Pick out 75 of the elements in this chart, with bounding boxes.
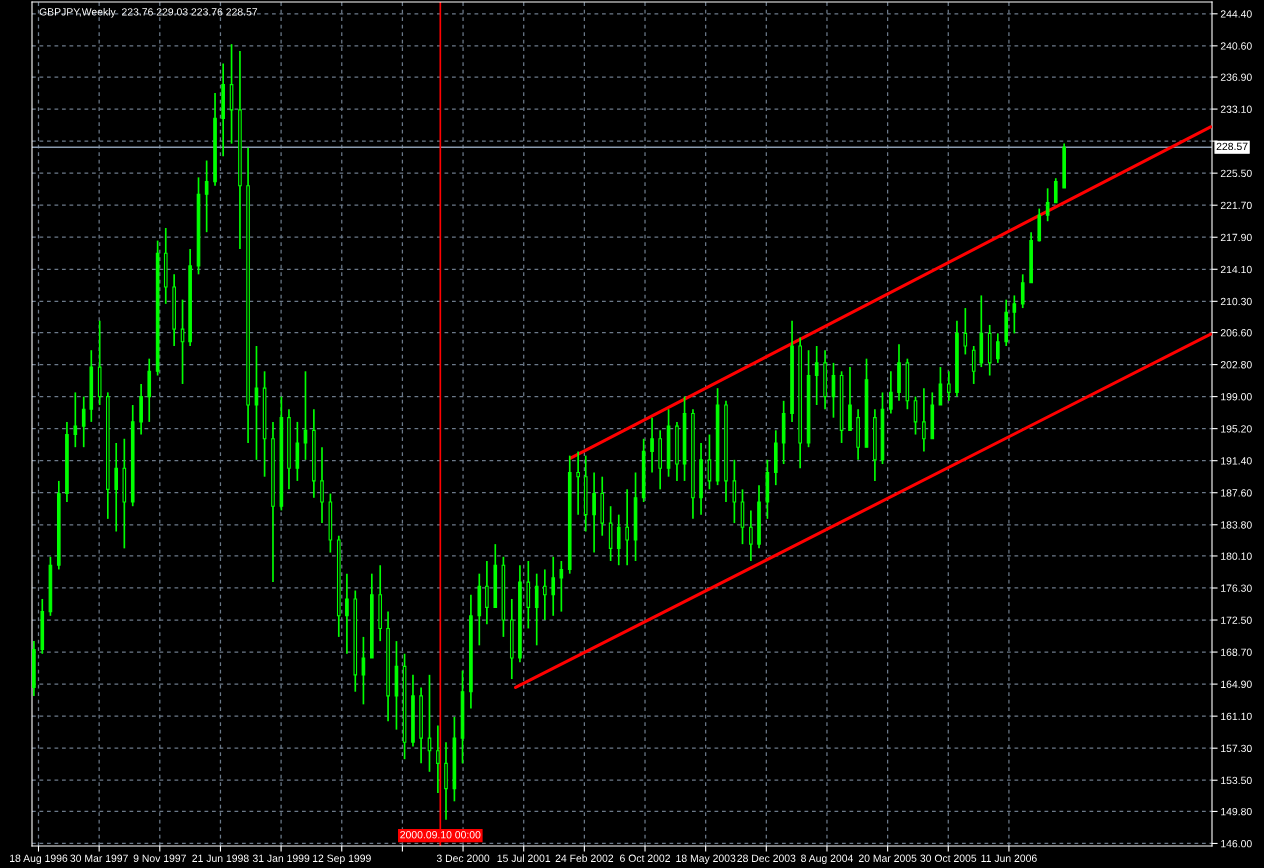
y-tick-label: 168.70 [1221, 648, 1252, 656]
y-tick-label: 153.50 [1221, 776, 1252, 785]
candlestick [114, 442, 119, 533]
candlestick [1020, 273, 1025, 309]
candlestick [749, 509, 753, 562]
y-tick-label: 210.30 [1220, 297, 1252, 306]
y-tick-label: 199.00 [1221, 393, 1252, 401]
y-tick-label: 180.10 [1221, 552, 1252, 560]
y-tick-label: 217.90 [1220, 233, 1252, 242]
candlestick [534, 572, 539, 647]
x-tick-label: 28 Dec 2003 [737, 854, 796, 862]
y-tick-label: 233.10 [1220, 105, 1252, 113]
x-tick-label: 8 Aug 2004 [801, 854, 854, 865]
y-tick-label: 176.30 [1221, 584, 1252, 592]
ref-line-label: 2000.09.10 00:00 [400, 831, 481, 839]
y-tick-label: 157.30 [1221, 744, 1252, 753]
x-tick-label: 31 Jan 1999 [252, 854, 310, 862]
x-tick-label: 9 Nov 1997 [133, 854, 186, 862]
candlestick [345, 572, 349, 655]
y-tick-label: 240.60 [1220, 42, 1252, 50]
y-tick-label: 191.40 [1221, 457, 1252, 465]
candlestick [551, 555, 556, 617]
x-tick-label: 15 Jul 2001 [497, 854, 551, 862]
y-tick-label: 183.80 [1221, 521, 1252, 529]
candlestick [204, 159, 209, 234]
y-tick-label: 164.90 [1221, 680, 1252, 688]
candlestick [592, 471, 596, 554]
candlestick [625, 488, 629, 567]
candlestick [320, 446, 324, 524]
candlestick [650, 416, 654, 474]
candlestick [73, 391, 78, 449]
candlestick [559, 560, 564, 613]
candlestick [485, 560, 489, 626]
x-tick-label: 6 Oct 2002 [620, 854, 670, 862]
candlestick [436, 724, 440, 794]
candlestick [971, 345, 976, 385]
x-tick-label: 24 Feb 2002 [555, 854, 614, 862]
x-tick-label: 21 Jun 1998 [192, 854, 249, 862]
x-tick-label: 18 May 2003 [676, 854, 736, 865]
y-tick-label: 149.80 [1221, 807, 1252, 816]
y-tick-label: 221.70 [1220, 201, 1252, 210]
y-tick-label: 146.00 [1221, 839, 1252, 848]
y-tick-label: 214.10 [1220, 265, 1252, 274]
candlestick [1045, 187, 1050, 223]
candlestick [543, 568, 547, 621]
y-tick-label: 195.20 [1221, 425, 1252, 433]
x-tick-label: 30 Oct 2005 [920, 854, 977, 862]
candlestick [814, 345, 819, 406]
candlestick [81, 395, 86, 449]
y-tick-label: 236.90 [1220, 73, 1252, 81]
y-tick-label: 202.80 [1220, 361, 1252, 369]
candlestick [889, 370, 893, 415]
y-tick-label: 172.50 [1221, 616, 1252, 624]
candlestick [963, 307, 968, 356]
x-tick-label: 3 Dec 2000 [436, 854, 490, 862]
y-tick-label: 206.60 [1220, 329, 1252, 337]
y-tick-label: 187.60 [1221, 489, 1252, 497]
candlestick [576, 450, 580, 516]
x-tick-label: 11 Jun 2006 [981, 854, 1037, 862]
y-tick-label: 225.50 [1220, 169, 1252, 178]
candlestick [616, 513, 621, 567]
candlestick [996, 332, 1000, 364]
x-tick-label: 20 Mar 2005 [858, 854, 917, 862]
x-tick-label: 12 Sep 1999 [313, 854, 371, 865]
text: GBPJPY,Weekly 223.76 229.03 223.76 228.57 [39, 7, 258, 18]
candlestick [922, 387, 926, 453]
candlestick [947, 370, 951, 402]
y-tick-label: 244.40 [1220, 10, 1252, 18]
ref-line-label: 228.57 [1216, 142, 1248, 151]
x-tick-label: 18 Aug 1996 [10, 854, 68, 865]
candlestick [1012, 294, 1017, 335]
candlestick [732, 458, 737, 524]
y-tick-label: 161.10 [1221, 712, 1252, 721]
x-tick-label: 30 Mar 1997 [70, 854, 128, 862]
candlestick [1053, 177, 1058, 204]
